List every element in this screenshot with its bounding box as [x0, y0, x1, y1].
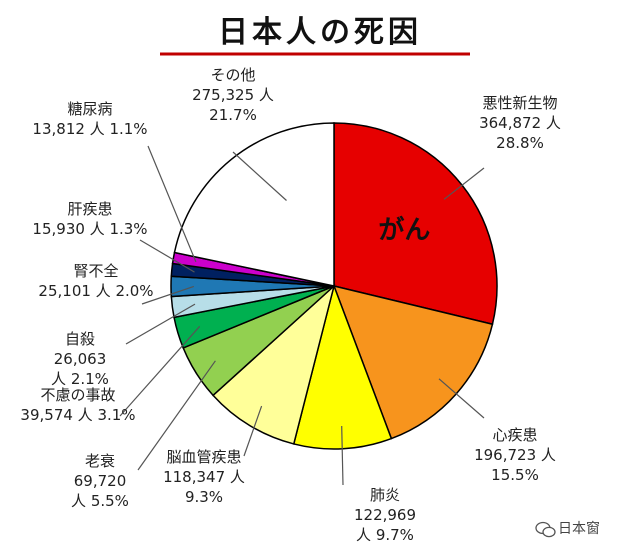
slice-label-percent-text: 28.8%	[496, 134, 544, 152]
chart-title: 日本人の死因	[218, 15, 422, 50]
slice-label-label: 糖尿病	[67, 100, 112, 118]
slice-label-percent-text: 人 9.7%	[356, 526, 414, 544]
leader-line	[147, 145, 197, 263]
slice-inner-label: がん	[378, 215, 430, 246]
slice-label-count-text: 13,812 人 1.1%	[32, 120, 147, 138]
slice-label-percent-text: 人 5.5%	[71, 492, 129, 510]
leader-line	[125, 303, 196, 345]
pie-slice	[173, 122, 335, 287]
leader-line	[243, 405, 263, 457]
slice-label-count-text: 39,574 人 3.1%	[20, 406, 135, 424]
slice-label-count-text: 69,720	[74, 472, 127, 490]
slice-label-count-text: 26,063	[54, 350, 107, 368]
leader-line	[137, 360, 216, 471]
pie-slices	[170, 122, 498, 450]
slice-label-count-text: 275,325 人	[192, 86, 274, 104]
slice-label-count-text: 364,872 人	[479, 114, 561, 132]
leader-lines	[119, 145, 485, 486]
slice-label-label: 不慮の事故	[40, 386, 115, 404]
watermark: 日本窗	[535, 520, 600, 538]
slice-label-percent-text: 9.3%	[185, 488, 223, 506]
slice-label-label: 悪性新生物	[482, 94, 557, 112]
slice-label-count-text: 15,930 人 1.3%	[32, 220, 147, 238]
slice-label-label: その他	[210, 66, 255, 84]
slice-label-percent-text: 21.7%	[209, 106, 257, 124]
slice-label-count-text: 118,347 人	[163, 468, 245, 486]
leader-line	[341, 425, 344, 486]
leader-line	[141, 285, 194, 305]
slice-label-label: 老衰	[85, 452, 115, 470]
slice-label-label: 脳血管疾患	[166, 448, 241, 466]
slice-label-label: 肺炎	[370, 486, 400, 504]
watermark-text: 日本窗	[558, 520, 600, 537]
pie-slice	[212, 283, 336, 445]
slice-label-count-text: 122,969	[354, 506, 416, 524]
slice-label-count-text: 196,723 人	[474, 446, 556, 464]
leader-line	[119, 325, 201, 417]
slice-label-label: 腎不全	[73, 262, 118, 280]
leader-line	[443, 167, 485, 200]
slice-label-percent-text: 人 2.1%	[51, 370, 109, 388]
pie-slice	[292, 283, 393, 450]
slice-label-label: 自殺	[65, 330, 95, 348]
slice-label-count-text: 25,101 人 2.0%	[38, 282, 153, 300]
slice-label-label: 肝疾患	[67, 200, 112, 218]
leader-line	[232, 151, 287, 201]
leader-line	[438, 378, 485, 419]
leader-line	[139, 239, 195, 273]
slice-label-percent-text: 15.5%	[491, 466, 539, 484]
slice-label-label: 心疾患	[492, 426, 537, 444]
wechat-icon	[535, 521, 556, 538]
